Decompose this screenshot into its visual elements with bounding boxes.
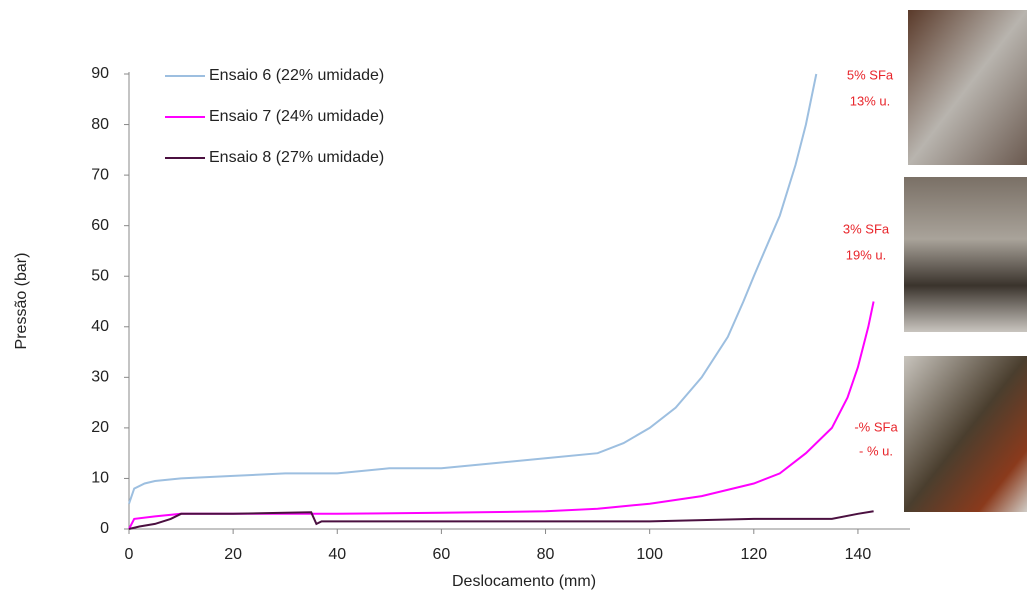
- y-tick-label: 40: [91, 318, 109, 335]
- annotation: 13% u.: [850, 93, 890, 108]
- x-tick-label: 60: [433, 546, 451, 563]
- legend-label: Ensaio 7 (24% umidade): [209, 108, 384, 125]
- line: [128, 301, 875, 530]
- annotation: -% SFa: [854, 419, 898, 434]
- annotation: 19% u.: [846, 247, 886, 262]
- annotation: - % u.: [859, 443, 893, 458]
- annotation: 3% SFa: [843, 221, 890, 236]
- x-tick-label: 140: [845, 546, 872, 563]
- x-tick-label: 120: [740, 546, 767, 563]
- photo: [904, 177, 1027, 332]
- annotation: 5% SFa: [847, 67, 894, 82]
- y-tick-label: 60: [91, 217, 109, 234]
- line: [128, 73, 818, 505]
- y-tick-label: 0: [100, 520, 109, 537]
- y-tick-label: 70: [91, 166, 109, 183]
- y-tick-label: 90: [91, 65, 109, 82]
- legend-label: Ensaio 8 (27% umidade): [209, 149, 384, 166]
- y-tick-label: 10: [91, 470, 109, 487]
- y-tick-label: 30: [91, 369, 109, 386]
- y-tick-label: 50: [91, 267, 109, 284]
- y-tick-label: 20: [91, 419, 109, 436]
- y-tick-label: 80: [91, 116, 109, 133]
- photo: [908, 10, 1027, 165]
- x-axis-label: Deslocamento (mm): [452, 573, 596, 590]
- photo: [904, 356, 1027, 512]
- x-tick-label: 20: [224, 546, 242, 563]
- x-tick-label: 80: [537, 546, 555, 563]
- x-tick-label: 40: [328, 546, 346, 563]
- legend-label: Ensaio 6 (22% umidade): [209, 67, 384, 84]
- x-tick-label: 100: [636, 546, 663, 563]
- line: [128, 510, 874, 530]
- y-axis-label: Pressão (bar): [13, 253, 30, 350]
- x-tick-label: 0: [125, 546, 134, 563]
